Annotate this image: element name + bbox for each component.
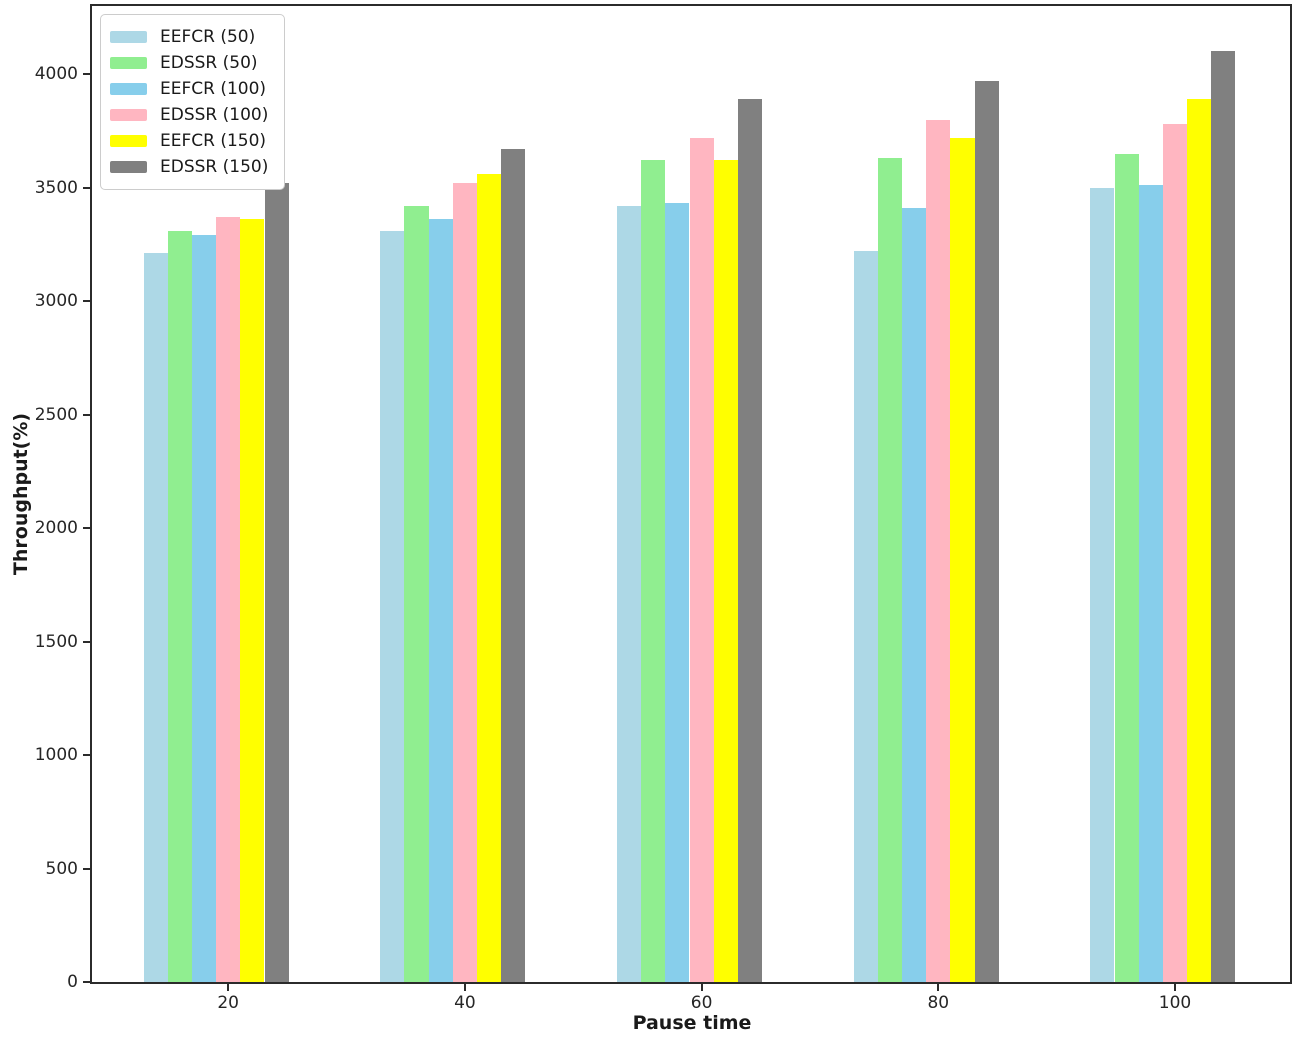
bar-edssr-150-x40 — [501, 148, 526, 982]
bar-eefcr-50-x100 — [1090, 187, 1115, 982]
legend-swatch-edssr-100 — [110, 109, 147, 121]
legend-swatch-eefcr-50 — [110, 31, 147, 43]
y-tick-label: 1500 — [34, 631, 78, 652]
bar-edssr-100-x80 — [926, 119, 951, 982]
bar-eefcr-50-x80 — [853, 251, 878, 982]
x-tick-label: 100 — [1158, 993, 1192, 1013]
bar-edssr-150-x20 — [264, 183, 289, 982]
x-tick-mark — [700, 984, 703, 991]
legend-item-edssr-150: EDSSR (150) — [110, 154, 268, 180]
bar-eefcr-100-x100 — [1138, 185, 1163, 982]
bar-edssr-150-x100 — [1211, 51, 1236, 982]
x-tick-label: 60 — [690, 993, 713, 1013]
bar-eefcr-100-x60 — [665, 203, 690, 982]
legend-label: EEFCR (100) — [160, 79, 267, 99]
x-tick-mark — [227, 984, 230, 991]
bar-eefcr-150-x20 — [240, 219, 265, 982]
y-axis-label: Throughput(%) — [10, 412, 32, 576]
legend-label: EDSSR (50) — [160, 53, 258, 73]
bar-edssr-50-x20 — [167, 230, 192, 982]
legend-item-eefcr-150: EEFCR (150) — [110, 128, 268, 154]
bar-eefcr-150-x60 — [713, 160, 738, 982]
bar-eefcr-150-x80 — [950, 137, 975, 982]
bar-eefcr-150-x40 — [477, 173, 502, 982]
x-axis-label: Pause time — [632, 1012, 752, 1034]
bar-edssr-50-x60 — [641, 160, 666, 982]
x-tick-label: 80 — [927, 993, 950, 1013]
bar-edssr-150-x60 — [737, 99, 763, 982]
legend-label: EEFCR (150) — [160, 131, 267, 151]
legend-swatch-edssr-50 — [110, 57, 147, 69]
y-tick-label: 2500 — [34, 404, 78, 425]
y-tick-mark — [83, 413, 90, 416]
legend-item-edssr-50: EDSSR (50) — [110, 50, 268, 76]
bar-eefcr-100-x40 — [428, 219, 453, 982]
y-tick-mark — [83, 527, 90, 530]
bar-eefcr-50-x20 — [143, 253, 168, 982]
bar-edssr-50-x80 — [877, 158, 902, 982]
x-tick-label: 40 — [454, 993, 476, 1013]
bar-eefcr-100-x20 — [191, 235, 217, 982]
bar-eefcr-100-x80 — [902, 208, 927, 982]
x-tick-mark — [463, 984, 466, 991]
y-tick-label: 4000 — [34, 64, 78, 85]
x-tick-mark — [937, 984, 940, 991]
legend-swatch-eefcr-150 — [110, 135, 147, 147]
legend: EEFCR (50) EDSSR (50) EEFCR (100) EDSSR (10… — [100, 14, 286, 190]
x-tick-mark — [1174, 984, 1176, 991]
bar-eefcr-150-x100 — [1187, 99, 1212, 982]
x-tick-label: 20 — [217, 993, 240, 1013]
legend-label: EDSSR (150) — [160, 157, 269, 177]
y-tick-label: 2000 — [34, 518, 78, 539]
y-tick-mark — [83, 73, 90, 76]
legend-swatch-eefcr-100 — [110, 83, 147, 95]
y-tick-mark — [83, 640, 90, 643]
bar-edssr-50-x100 — [1114, 153, 1139, 982]
legend-item-edssr-100: EDSSR (100) — [110, 102, 268, 128]
y-tick-label: 3500 — [34, 177, 78, 198]
legend-item-eefcr-50: EEFCR (50) — [110, 24, 268, 50]
y-tick-label: 3000 — [34, 291, 78, 312]
bar-edssr-100-x60 — [689, 137, 714, 982]
bar-edssr-100-x20 — [216, 217, 241, 982]
bar-edssr-100-x40 — [452, 183, 477, 982]
legend-item-eefcr-100: EEFCR (100) — [110, 76, 268, 102]
plot-area: EEFCR (50) EDSSR (50) EEFCR (100) EDSSR (10… — [90, 4, 1292, 984]
y-tick-mark — [83, 754, 90, 757]
y-tick-label: 0 — [67, 972, 78, 992]
bar-eefcr-50-x40 — [380, 230, 405, 982]
y-tick-label: 500 — [45, 858, 78, 879]
y-tick-mark — [83, 867, 90, 870]
bar-edssr-50-x40 — [404, 205, 429, 982]
y-tick-label: 1000 — [34, 745, 78, 766]
legend-swatch-edssr-150 — [110, 161, 147, 173]
bar-edssr-150-x80 — [974, 80, 999, 982]
y-tick-mark — [83, 186, 90, 189]
bar-eefcr-50-x60 — [616, 205, 642, 982]
legend-label: EDSSR (100) — [160, 105, 269, 125]
y-tick-mark — [83, 981, 90, 983]
legend-label: EEFCR (50) — [160, 27, 256, 47]
y-tick-mark — [83, 300, 90, 303]
bar-edssr-100-x100 — [1162, 124, 1188, 982]
